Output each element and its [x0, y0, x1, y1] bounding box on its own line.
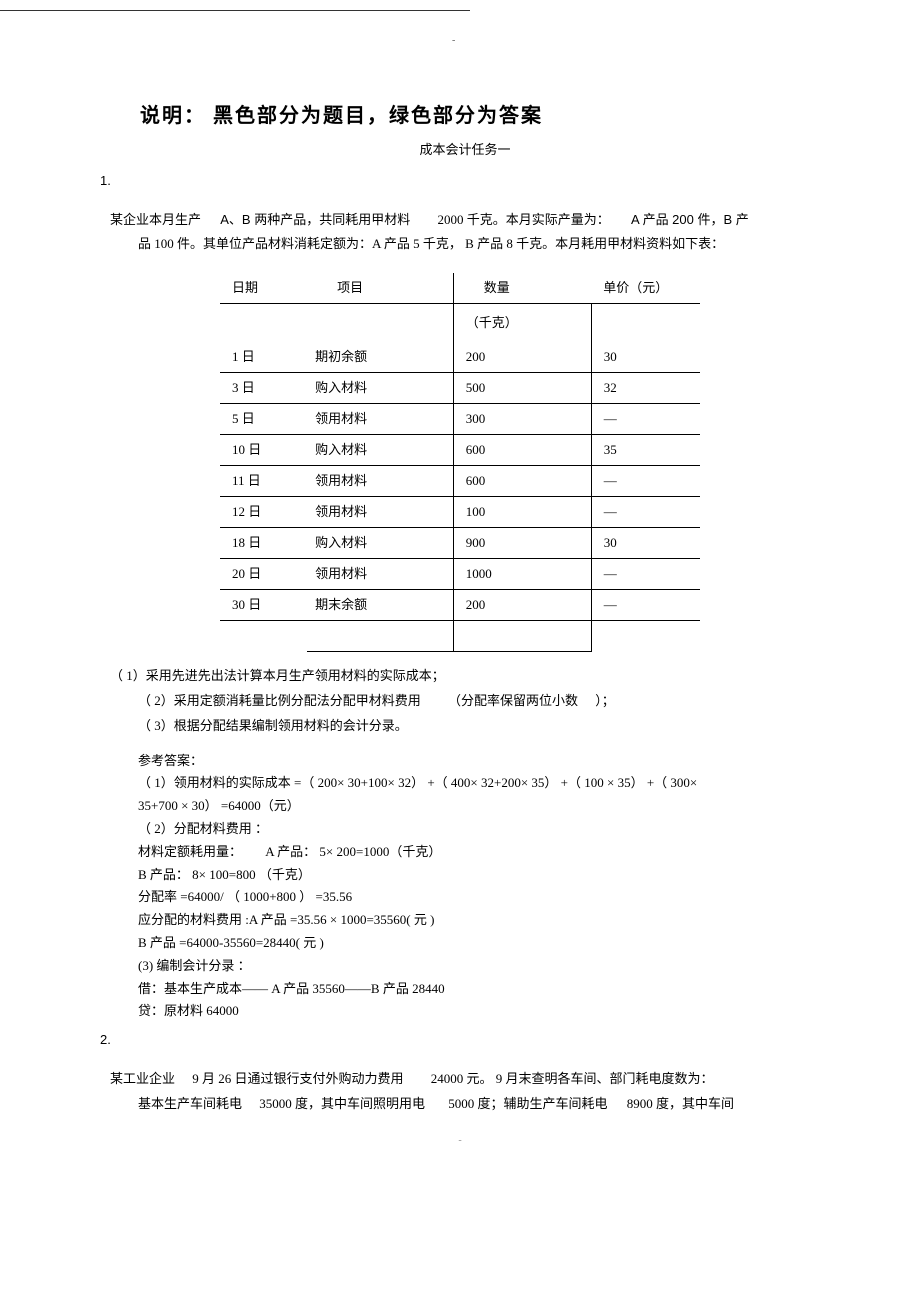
table-cell: 期初余额 — [307, 342, 453, 373]
question-number-1: 1. — [100, 171, 820, 192]
table-header: 项目 — [307, 273, 453, 304]
table-cell: 购入材料 — [307, 528, 453, 559]
table-cell: — — [591, 590, 700, 621]
table-cell: 600 — [453, 466, 591, 497]
table-cell: 3 日 — [220, 373, 307, 404]
question-number-2: 2. — [100, 1030, 820, 1051]
table-unit: （千克） — [453, 304, 591, 343]
table-cell: 32 — [591, 373, 700, 404]
table-cell: 30 — [591, 528, 700, 559]
table-cell: 11 日 — [220, 466, 307, 497]
answer-label: 参考答案： — [138, 751, 820, 772]
table-cell: — — [591, 497, 700, 528]
table-cell: — — [591, 559, 700, 590]
intro-paragraph-2: 品 100 件。其单位产品材料消耗定额为：A 产品 5 千克， B 产品 8 千… — [110, 234, 820, 255]
question-text: （分配率保留两位小数 — [448, 693, 578, 708]
answer-text: 材料定额耗用量： — [138, 844, 242, 859]
q2-intro-paragraph: 某工业企业 9 月 26 日通过银行支付外购动力费用 24000 元。 9 月末… — [110, 1069, 820, 1090]
material-table: 日期 项目 数量 单价（元） （千克） 1 日期初余额20030 3 日购入材料… — [220, 273, 700, 652]
table-cell: 购入材料 — [307, 373, 453, 404]
table-row: 12 日领用材料100— — [220, 497, 700, 528]
table-cell: 30 日 — [220, 590, 307, 621]
answer-line: （ 1）领用材料的实际成本 =（ 200× 30+100× 32） +（ 400… — [138, 773, 820, 794]
table-row: 3 日购入材料50032 — [220, 373, 700, 404]
table-unit-row: （千克） — [220, 304, 700, 343]
table-header: 数量 — [453, 273, 591, 304]
table-cell: 购入材料 — [307, 435, 453, 466]
table-row: 10 日购入材料60035 — [220, 435, 700, 466]
table-header: 单价（元） — [591, 273, 700, 304]
answer-line: 分配率 =64000/ （ 1000+800 ） =35.56 — [138, 887, 820, 908]
table-row: 30 日期末余额200— — [220, 590, 700, 621]
table-cell: 领用材料 — [307, 466, 453, 497]
answer-section: 参考答案： （ 1）领用材料的实际成本 =（ 200× 30+100× 32） … — [110, 751, 820, 1023]
top-border-line — [0, 10, 470, 11]
table-cell: — — [591, 404, 700, 435]
table-cell: 10 日 — [220, 435, 307, 466]
table-cell: 600 — [453, 435, 591, 466]
q2-text: 某工业企业 — [110, 1071, 175, 1086]
table-cell: 5 日 — [220, 404, 307, 435]
table-cell: 200 — [453, 590, 591, 621]
answer-line: 借：基本生产成本—— A 产品 35560——B 产品 28440 — [138, 979, 820, 1000]
answer-line: B 产品： 8× 100=800 （千克） — [138, 865, 820, 886]
intro-text: A、B 两种产品，共同耗用甲材料 — [220, 212, 410, 227]
q2-text: 基本生产车间耗电 — [138, 1096, 242, 1111]
table-cell: 领用材料 — [307, 559, 453, 590]
table-header-row: 日期 项目 数量 单价（元） — [220, 273, 700, 304]
table-row: 18 日购入材料90030 — [220, 528, 700, 559]
table-cell: 35 — [591, 435, 700, 466]
question-item: （ 3）根据分配结果编制领用材料的会计分录。 — [110, 716, 820, 737]
answer-line: 35+700 × 30） =64000（元） — [138, 796, 820, 817]
intro-text: 2000 千克。本月实际产量为： — [437, 212, 609, 227]
q2-text: 5000 度；辅助生产车间耗电 — [448, 1096, 607, 1111]
question-item: （ 1）采用先进先出法计算本月生产领用材料的实际成本； — [110, 666, 820, 687]
table-row-empty — [220, 621, 700, 652]
answer-line: B 产品 =64000-35560=28440( 元 ) — [138, 933, 820, 954]
question-list: （ 1）采用先进先出法计算本月生产领用材料的实际成本； （ 2）采用定额消耗量比… — [110, 666, 820, 736]
question-text: ）； — [595, 693, 615, 708]
table-cell: 12 日 — [220, 497, 307, 528]
q2-intro-paragraph-2: 基本生产车间耗电 35000 度，其中车间照明用电 5000 度；辅助生产车间耗… — [110, 1094, 820, 1115]
table-cell: 30 — [591, 342, 700, 373]
table-cell: 1 日 — [220, 342, 307, 373]
table-header: 日期 — [220, 273, 307, 304]
table-cell: 领用材料 — [307, 404, 453, 435]
question-text: （ 2）采用定额消耗量比例分配法分配甲材料费用 — [138, 693, 421, 708]
table-cell: 100 — [453, 497, 591, 528]
intro-text: 某企业本月生产 — [110, 212, 201, 227]
table-cell: 18 日 — [220, 528, 307, 559]
answer-line: 应分配的材料费用 :A 产品 =35.56 × 1000=35560( 元 ) — [138, 910, 820, 931]
table-cell: 300 — [453, 404, 591, 435]
table-cell: 900 — [453, 528, 591, 559]
table-cell: 20 日 — [220, 559, 307, 590]
table-cell: 1000 — [453, 559, 591, 590]
page-subtitle: 成本会计任务一 — [110, 140, 820, 161]
question-item: （ 2）采用定额消耗量比例分配法分配甲材料费用 （分配率保留两位小数 ）； — [110, 691, 820, 712]
table-cell: — — [591, 466, 700, 497]
table-row: 11 日领用材料600— — [220, 466, 700, 497]
intro-paragraph: 某企业本月生产 A、B 两种产品，共同耗用甲材料 2000 千克。本月实际产量为… — [110, 210, 820, 231]
q2-text: 9 月 26 日通过银行支付外购动力费用 — [192, 1071, 403, 1086]
table-cell: 领用材料 — [307, 497, 453, 528]
answer-line: 贷：原材料 64000 — [138, 1001, 820, 1022]
page-title: 说明： 黑色部分为题目，绿色部分为答案 — [140, 100, 820, 132]
q2-text: 8900 度，其中车间 — [627, 1096, 734, 1111]
answer-line: （ 2）分配材料费用 ： — [138, 819, 820, 840]
table-cell: 500 — [453, 373, 591, 404]
answer-text: A 产品： 5× 200=1000（千克） — [265, 844, 441, 859]
answer-line: 材料定额耗用量： A 产品： 5× 200=1000（千克） — [138, 842, 820, 863]
q2-text: 24000 元。 9 月末查明各车间、部门耗电度数为： — [431, 1071, 714, 1086]
answer-line: (3) 编制会计分录 ： — [138, 956, 820, 977]
footer-dash: - — [458, 1133, 461, 1149]
table-row: 1 日期初余额20030 — [220, 342, 700, 373]
table-cell: 期末余额 — [307, 590, 453, 621]
header-dash: - — [452, 33, 455, 49]
table-row: 20 日领用材料1000— — [220, 559, 700, 590]
intro-text: A 产品 200 件，B 产 — [631, 212, 749, 227]
table-cell: 200 — [453, 342, 591, 373]
table-row: 5 日领用材料300— — [220, 404, 700, 435]
q2-text: 35000 度，其中车间照明用电 — [259, 1096, 425, 1111]
